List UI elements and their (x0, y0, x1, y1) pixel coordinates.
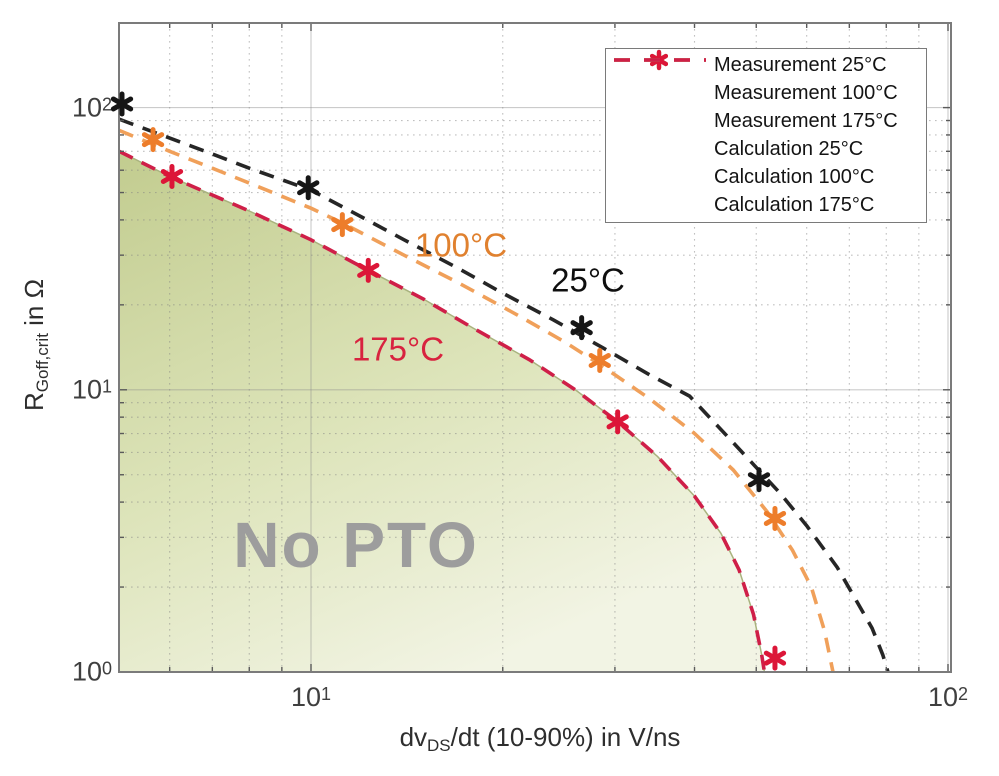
legend-marker-icon (606, 49, 714, 105)
legend-item-label: Measurement 175°C (714, 110, 898, 132)
legend-item: Measurement 100°C (606, 49, 926, 108)
measurement-series (141, 127, 787, 531)
legend-item: Calculation 175°C (606, 58, 926, 220)
legend-item-label: Calculation 100°C (714, 166, 875, 188)
legend-item-label: Measurement 25°C (714, 54, 887, 76)
legend-item: Calculation 100°C (606, 58, 926, 192)
legend: Measurement 25°C Measurement 100°C Measure… (605, 48, 927, 223)
axis-box (118, 22, 952, 673)
measurement-series (110, 91, 771, 493)
legend-item-label: Calculation 25°C (714, 138, 864, 160)
legend-marker-icon (606, 49, 714, 133)
legend-item: Calculation 25°C (606, 58, 926, 164)
legend-item: Measurement 175°C (606, 49, 926, 136)
no-pto-region (119, 151, 765, 672)
calculation-curve (119, 149, 767, 672)
legend-item-label: Calculation 175°C (714, 194, 875, 216)
calculation-curve (119, 117, 890, 672)
legend-dash-icon (606, 58, 714, 217)
legend-item-label: Measurement 100°C (714, 82, 898, 104)
measurement-series (160, 163, 787, 671)
legend-dash-icon (606, 58, 714, 161)
legend-dash-icon (606, 58, 714, 189)
